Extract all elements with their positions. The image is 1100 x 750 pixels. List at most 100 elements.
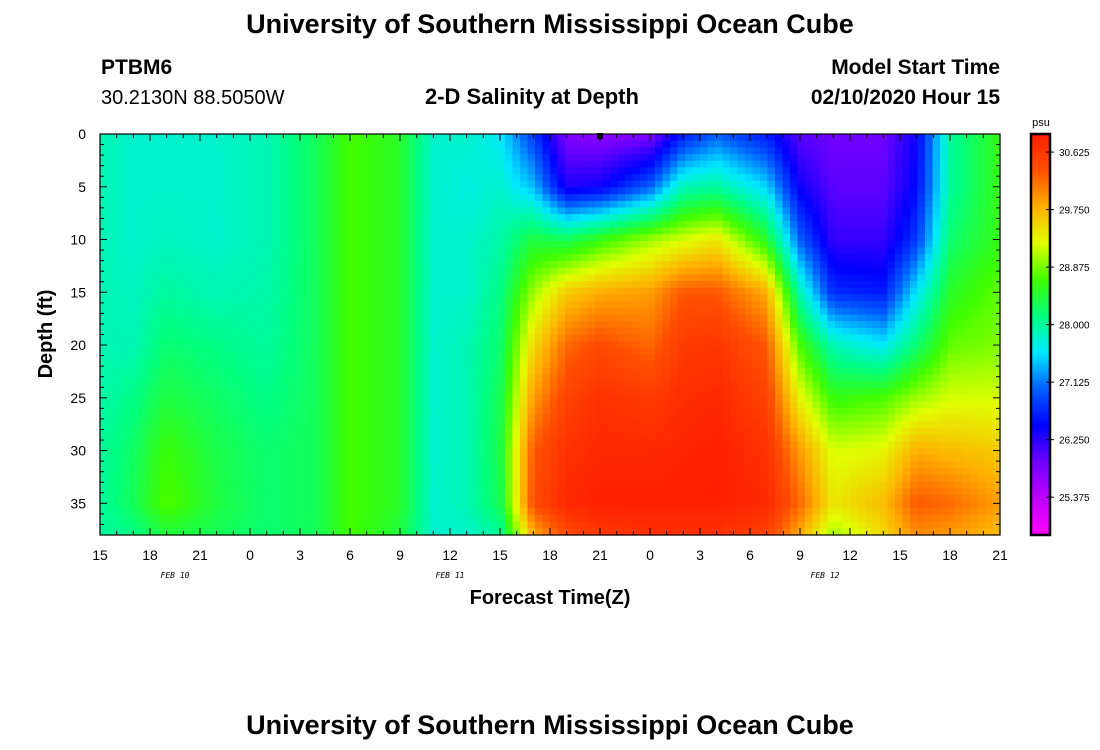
heatmap-cell (565, 207, 574, 215)
heatmap-cell (310, 468, 319, 476)
heatmap-cell (617, 428, 626, 436)
heatmap-cell (430, 474, 439, 483)
heatmap-cell (617, 381, 626, 389)
heatmap-cell (707, 214, 716, 222)
heatmap-cell (565, 334, 574, 342)
heatmap-cell (302, 481, 311, 489)
heatmap-cell (212, 260, 221, 269)
heatmap-cell (220, 227, 229, 235)
heatmap-cell (377, 341, 386, 349)
heatmap-cell (250, 361, 259, 369)
heatmap-cell (377, 307, 386, 316)
heatmap-cell (535, 187, 544, 195)
heatmap-cell (497, 514, 506, 523)
heatmap-cell (302, 501, 311, 509)
heatmap-cell (197, 448, 206, 456)
heatmap-cell (392, 281, 401, 289)
heatmap-cell (677, 314, 686, 322)
heatmap-cell (565, 134, 574, 142)
heatmap-cell (677, 321, 686, 329)
heatmap-cell (610, 448, 619, 456)
heatmap-cell (520, 508, 529, 516)
heatmap-cell (445, 374, 454, 382)
heatmap-cell (347, 260, 356, 269)
heatmap-cell (317, 394, 326, 402)
heatmap-cell (265, 341, 274, 349)
heatmap-cell (535, 367, 544, 376)
heatmap-cell (302, 341, 311, 349)
heatmap-cell (175, 441, 184, 449)
heatmap-cell (227, 260, 236, 269)
heatmap-cell (715, 254, 724, 262)
heatmap-cell (257, 421, 266, 429)
heatmap-cell (175, 167, 184, 175)
heatmap-cell (677, 180, 686, 189)
heatmap-cell (542, 234, 551, 242)
heatmap-cell (212, 314, 221, 322)
heatmap-cell (565, 174, 574, 182)
heatmap-cell (325, 341, 334, 349)
heatmap-cell (332, 528, 341, 536)
heatmap-cell (647, 267, 656, 275)
heatmap-cell (257, 361, 266, 369)
heatmap-cell (565, 374, 574, 382)
heatmap-cell (497, 234, 506, 242)
heatmap-cell (647, 421, 656, 429)
heatmap-cell (212, 421, 221, 429)
heatmap-cell (310, 508, 319, 516)
heatmap-cell (625, 387, 634, 396)
heatmap-cell (707, 347, 716, 356)
heatmap-cell (355, 408, 364, 416)
heatmap-cell (430, 461, 439, 469)
heatmap-cell (602, 401, 611, 409)
heatmap-cell (527, 220, 536, 229)
heatmap-cell (505, 514, 514, 523)
heatmap-cell (535, 314, 544, 322)
heatmap-cell (302, 187, 311, 195)
heatmap-cell (685, 394, 694, 402)
heatmap-cell (182, 294, 191, 302)
heatmap-cell (557, 234, 566, 242)
heatmap-cell (482, 174, 491, 182)
heatmap-cell (122, 341, 131, 349)
heatmap-cell (632, 140, 641, 148)
heatmap-cell (220, 140, 229, 148)
heatmap-cell (535, 481, 544, 489)
heatmap-cell (715, 468, 724, 476)
heatmap-cell (700, 341, 709, 349)
heatmap-cell (445, 421, 454, 429)
heatmap-cell (610, 294, 619, 302)
heatmap-cell (190, 421, 199, 429)
heatmap-cell (370, 160, 379, 169)
heatmap-cell (707, 140, 716, 148)
heatmap-cell (700, 441, 709, 449)
heatmap-cell (662, 514, 671, 523)
heatmap-cell (692, 301, 701, 309)
heatmap-cell (677, 454, 686, 463)
heatmap-cell (422, 227, 431, 235)
heatmap-cell (242, 220, 251, 229)
heatmap-cell (565, 401, 574, 409)
heatmap-cell (175, 214, 184, 222)
heatmap-cell (662, 234, 671, 242)
heatmap-cell (122, 461, 131, 469)
heatmap-cell (130, 154, 139, 162)
heatmap-cell (460, 254, 469, 262)
heatmap-cell (542, 307, 551, 316)
heatmap-cell (535, 421, 544, 429)
heatmap-cell (602, 461, 611, 469)
heatmap-cell (475, 274, 484, 282)
heatmap-cell (182, 468, 191, 476)
heatmap-cell (700, 347, 709, 356)
heatmap-cell (610, 220, 619, 229)
heatmap-cell (182, 234, 191, 242)
heatmap-cell (212, 461, 221, 469)
heatmap-cell (122, 421, 131, 429)
heatmap-cell (662, 321, 671, 329)
heatmap-cell (422, 260, 431, 269)
heatmap-cell (227, 441, 236, 449)
heatmap-cell (220, 220, 229, 229)
heatmap-cell (362, 341, 371, 349)
heatmap-cell (302, 468, 311, 476)
heatmap-cell (392, 521, 401, 529)
